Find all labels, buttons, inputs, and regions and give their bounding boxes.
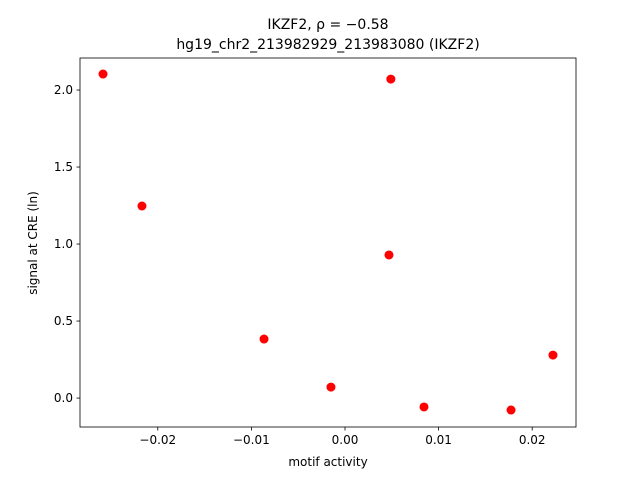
x-tick-label: 0.02 <box>519 433 546 447</box>
x-tick-label: 0.01 <box>425 433 452 447</box>
point <box>384 250 394 260</box>
point <box>137 201 147 211</box>
y-tick-label: 1.5 <box>54 160 73 174</box>
x-tick-label: −0.01 <box>233 433 270 447</box>
x-tick-label: −0.02 <box>139 433 176 447</box>
y-tick-label: 2.0 <box>54 83 73 97</box>
point <box>419 402 429 412</box>
point <box>548 350 558 360</box>
chart-subtitle: hg19_chr2_213982929_213983080 (IKZF2) <box>176 37 479 53</box>
y-tick-label: 0.5 <box>54 314 73 328</box>
point <box>98 69 108 79</box>
point <box>259 334 269 344</box>
point <box>506 405 516 415</box>
y-tick-label: 0.0 <box>54 391 73 405</box>
y-tick-label: 1.0 <box>54 237 73 251</box>
point <box>326 382 336 392</box>
plot-frame <box>79 57 577 428</box>
point <box>386 74 396 84</box>
chart-title: IKZF2, ρ = −0.58 <box>267 17 388 33</box>
y-axis-label: signal at CRE (ln) <box>26 191 40 295</box>
x-tick-label: 0.00 <box>332 433 359 447</box>
x-axis-label: motif activity <box>288 455 367 469</box>
